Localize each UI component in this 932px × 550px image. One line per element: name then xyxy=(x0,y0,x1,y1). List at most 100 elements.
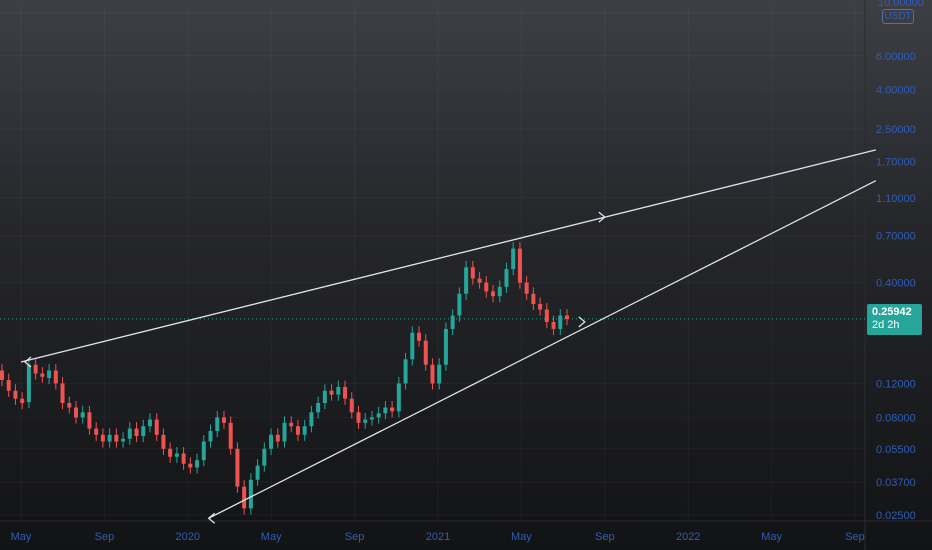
candle-body xyxy=(67,403,72,408)
candle-body xyxy=(417,332,422,341)
candle-body xyxy=(363,419,368,423)
candle-body xyxy=(262,448,267,466)
candle-body xyxy=(215,417,220,432)
candle-body xyxy=(181,453,186,464)
candle-body xyxy=(94,428,99,435)
candle-body xyxy=(33,364,38,374)
candle-body xyxy=(396,383,401,412)
candle-body xyxy=(154,419,159,435)
candle-body xyxy=(558,315,563,329)
x-tick-label: 2020 xyxy=(176,531,200,543)
y-tick-label: 0.12000 xyxy=(876,378,916,390)
candle-body xyxy=(457,293,462,316)
upper-end-arrow xyxy=(598,211,606,223)
candle-body xyxy=(322,390,327,404)
x-tick-label: May xyxy=(261,531,282,543)
candle-body xyxy=(544,309,549,322)
candle-body xyxy=(282,422,287,442)
trendline-lower xyxy=(208,180,877,519)
x-tick-label: Sep xyxy=(345,531,365,543)
candle-body xyxy=(565,315,569,319)
candle-body xyxy=(329,390,334,395)
candle-body xyxy=(114,434,119,442)
candle-body xyxy=(208,431,213,442)
y-tick-label: 0.08000 xyxy=(876,412,916,424)
x-tick-label: 2022 xyxy=(676,531,700,543)
x-tick-label: Sep xyxy=(845,531,865,543)
x-tick-label: 2021 xyxy=(426,531,450,543)
candle-body xyxy=(242,486,247,509)
candle-body xyxy=(491,291,496,297)
candle-body xyxy=(40,373,45,377)
candle-body xyxy=(188,463,193,468)
candle-body xyxy=(228,422,233,449)
candle-body xyxy=(356,412,361,423)
x-tick-label: Sep xyxy=(95,531,115,543)
candle-body xyxy=(100,434,105,442)
candle-body xyxy=(53,370,58,384)
candle-body xyxy=(255,465,260,480)
candle-body xyxy=(497,286,502,297)
candle-body xyxy=(316,403,321,413)
candle-body xyxy=(235,448,240,487)
candle-body xyxy=(161,434,166,449)
y-tick-label: 1.10000 xyxy=(876,193,916,205)
candle-body xyxy=(423,340,428,365)
candle-body xyxy=(221,417,226,423)
y-tick-label: 0.40000 xyxy=(876,278,916,290)
candle-body xyxy=(13,390,18,399)
lower-start-arrow xyxy=(207,512,216,524)
lower-end-arrow xyxy=(578,316,586,328)
last-price-badge: 0.25942 2d 2h xyxy=(867,304,922,335)
candle-body xyxy=(470,267,475,279)
candle-body xyxy=(107,434,112,442)
upper-start-arrow xyxy=(23,356,32,368)
candle-body xyxy=(524,282,529,294)
candle-body xyxy=(195,460,200,468)
candle-body xyxy=(437,364,442,384)
candle-body xyxy=(531,293,536,304)
candle-body xyxy=(168,448,173,457)
candle-body xyxy=(349,398,354,413)
candle-body xyxy=(174,453,179,457)
candle-body xyxy=(336,386,341,395)
x-tick-label: Sep xyxy=(595,531,615,543)
y-tick-label: 4.00000 xyxy=(876,85,916,97)
y-axis-top-tick: 10.00000 xyxy=(878,0,924,9)
y-tick-label: 0.02500 xyxy=(876,510,916,522)
candle-body xyxy=(511,248,516,270)
candle-body xyxy=(201,441,206,461)
trendline-upper xyxy=(20,149,877,363)
candle-body xyxy=(0,370,4,381)
candle-body xyxy=(430,364,435,384)
y-tick-label: 6.00000 xyxy=(876,51,916,63)
candle-body xyxy=(464,267,469,294)
candle-body xyxy=(289,422,294,427)
last-price-value: 0.25942 xyxy=(872,306,912,318)
y-tick-label: 1.70000 xyxy=(876,156,916,168)
candle-body xyxy=(47,370,52,379)
candle-body xyxy=(410,332,415,360)
candle-body xyxy=(484,282,489,292)
y-tick-label: 0.70000 xyxy=(876,231,916,243)
y-tick-label: 0.05500 xyxy=(876,444,916,456)
candle-countdown: 2d 2h xyxy=(872,319,900,331)
candle-body xyxy=(309,412,314,427)
x-tick-label: May xyxy=(761,531,782,543)
candle-body xyxy=(477,278,482,283)
candle-body xyxy=(121,438,126,442)
candle-body xyxy=(403,359,408,384)
candle-body xyxy=(302,426,307,435)
x-tick-label: May xyxy=(11,531,32,543)
candle-body xyxy=(376,413,381,418)
candle-body xyxy=(6,380,11,391)
candle-body xyxy=(383,407,388,414)
candle-body xyxy=(127,428,132,439)
candle-body xyxy=(73,407,78,418)
candle-body xyxy=(504,269,509,287)
candle-body xyxy=(390,407,395,412)
currency-unit-badge[interactable]: USDT xyxy=(882,9,914,24)
candle-body xyxy=(369,417,374,420)
